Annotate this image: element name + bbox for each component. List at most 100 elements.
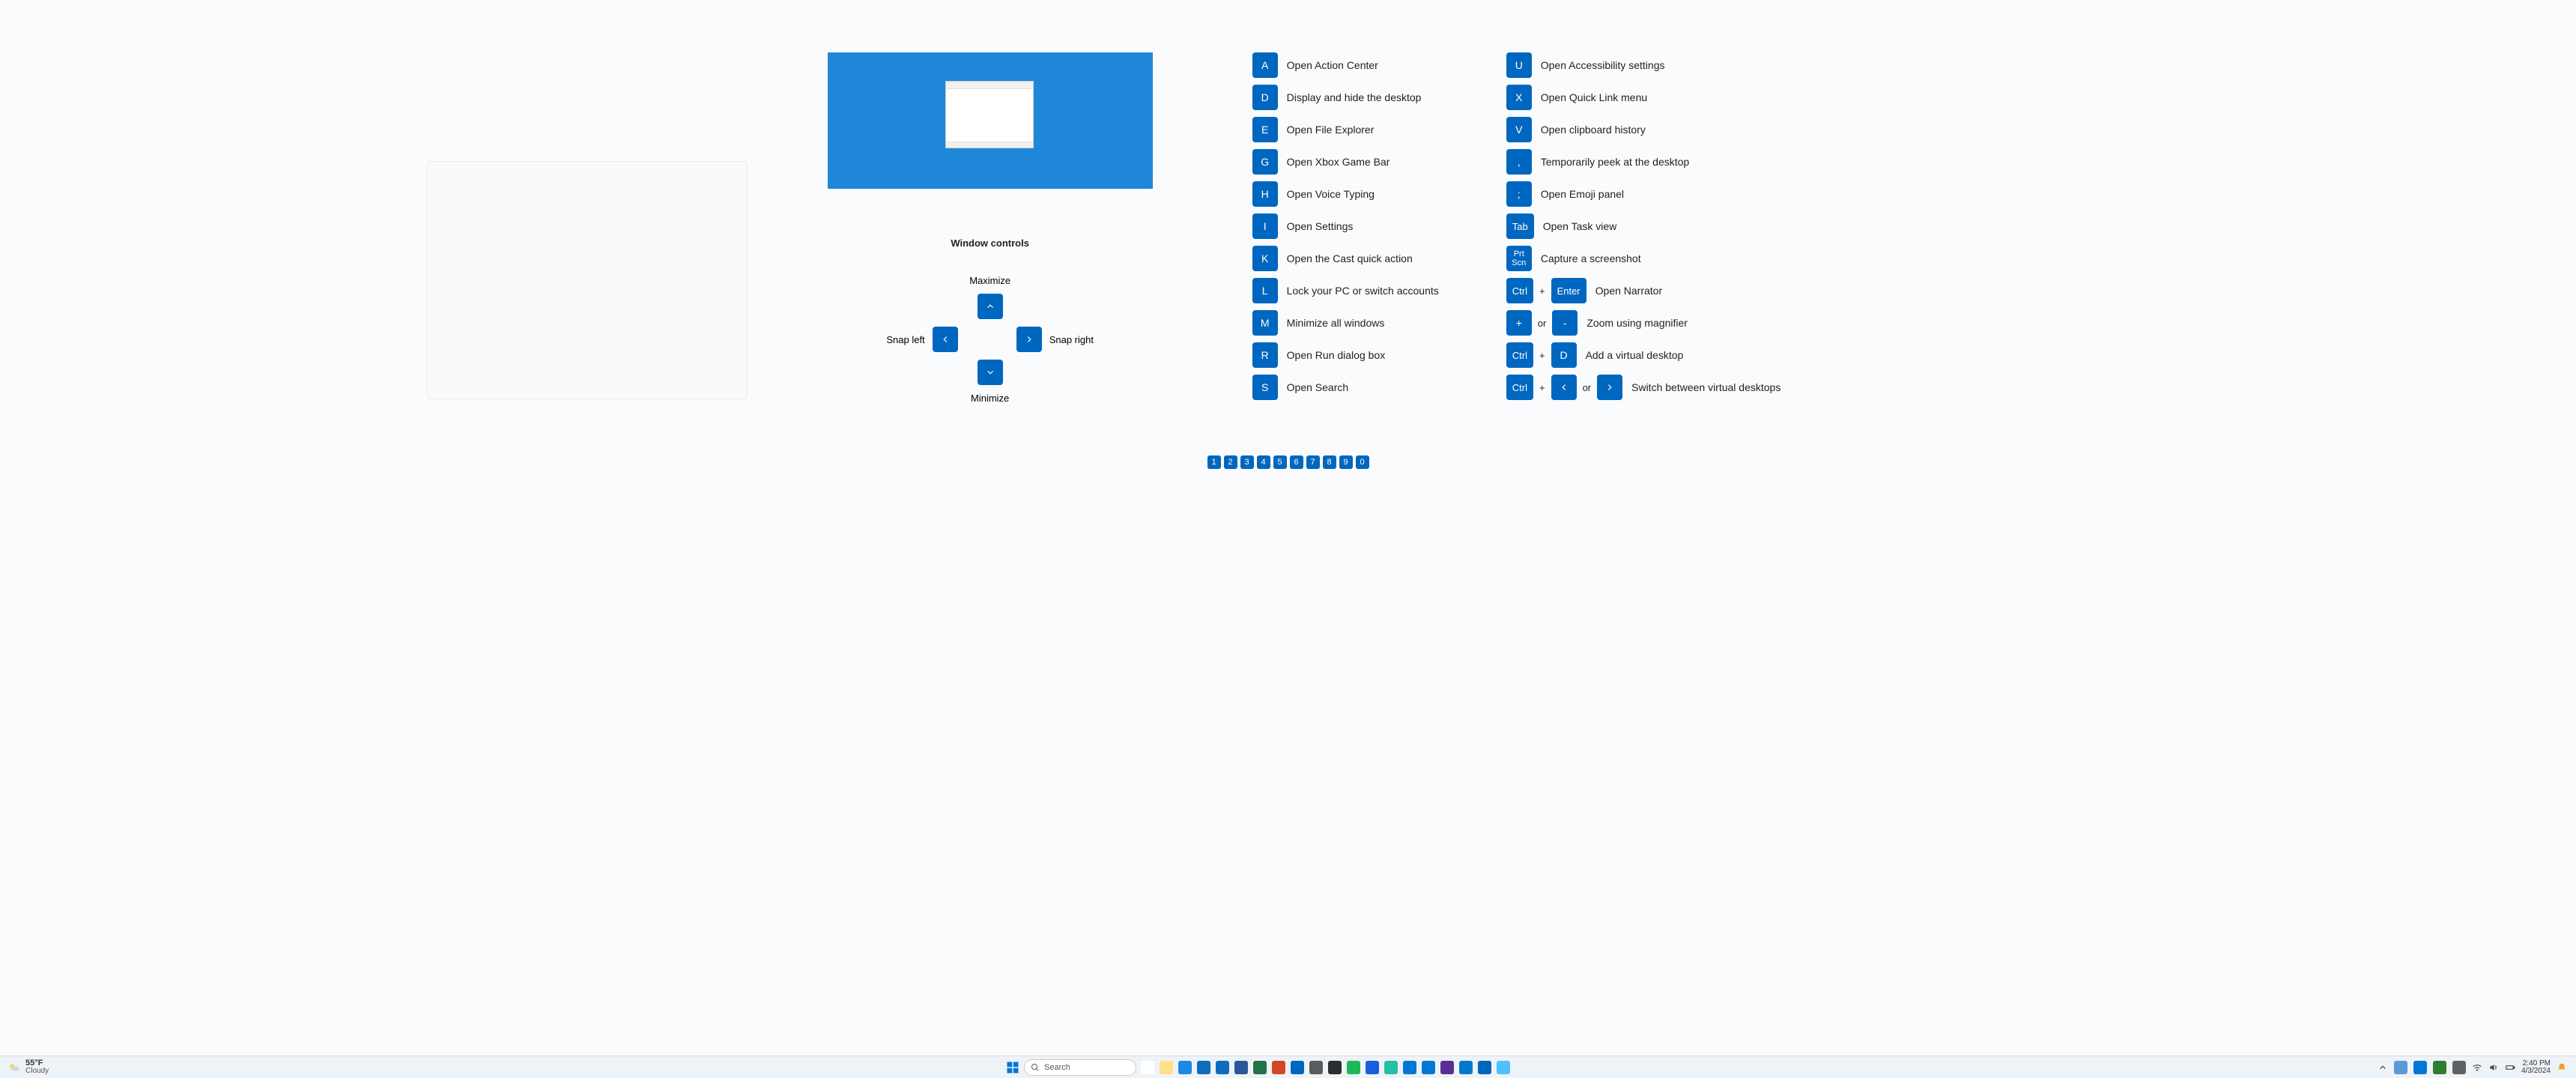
- shortcut-description: Open Action Center: [1287, 59, 1378, 71]
- file-explorer-icon: [1160, 1061, 1173, 1074]
- tray-icon[interactable]: [2394, 1061, 2407, 1074]
- powerpoint-icon: [1272, 1061, 1285, 1074]
- shortcut-description: Zoom using magnifier: [1586, 317, 1688, 329]
- shortcut-description: Open clipboard history: [1541, 124, 1646, 136]
- taskbar-center: Search: [180, 1059, 2336, 1076]
- search-placeholder: Search: [1044, 1063, 1070, 1072]
- shortcut-row: Ctrl+orSwitch between virtual desktops: [1506, 375, 1781, 400]
- key-separator: or: [1583, 382, 1592, 393]
- shortcut-keys: S: [1252, 375, 1278, 400]
- number-key: 0: [1356, 455, 1369, 469]
- desktop-illustration: [828, 52, 1153, 189]
- shortcut-keys: M: [1252, 310, 1278, 336]
- shortcut-row: V Open clipboard history: [1506, 117, 1781, 142]
- taskbar-weather[interactable]: 55°F Cloudy: [0, 1059, 180, 1075]
- taskbar-app-settings[interactable]: [1308, 1059, 1324, 1076]
- key-cap: ,: [1506, 149, 1532, 175]
- edge-icon: [1178, 1061, 1192, 1074]
- taskbar-app-spotify[interactable]: [1345, 1059, 1362, 1076]
- weather-cond: Cloudy: [25, 1068, 49, 1075]
- taskbar-app-vscode2[interactable]: [1458, 1059, 1474, 1076]
- taskbar: 55°F Cloudy Search 2: [0, 1056, 2576, 1078]
- taskbar-search[interactable]: Search: [1024, 1059, 1136, 1076]
- shortcut-row: XOpen Quick Link menu: [1506, 85, 1781, 110]
- shortcut-keys: Ctrl+Enter: [1506, 278, 1586, 303]
- number-keys-row: 1234567890: [1207, 455, 1369, 469]
- taskbar-clock[interactable]: 2:40 PM 4/3/2024: [2521, 1060, 2551, 1075]
- taskbar-app-bitwarden[interactable]: [1364, 1059, 1381, 1076]
- outlook-icon: [1197, 1061, 1210, 1074]
- wifi-icon[interactable]: [2472, 1062, 2482, 1073]
- key-cap: Ctrl: [1506, 278, 1533, 303]
- outlook-new-icon: [1216, 1061, 1229, 1074]
- volume-icon[interactable]: [2488, 1062, 2499, 1073]
- store-icon: [1291, 1061, 1304, 1074]
- taskbar-app-outlook[interactable]: [1195, 1059, 1212, 1076]
- ghost-window: [427, 161, 748, 399]
- taskbar-app-excel[interactable]: [1252, 1059, 1268, 1076]
- key-separator: +: [1539, 350, 1545, 361]
- taskbar-app-edge[interactable]: [1177, 1059, 1193, 1076]
- shortcut-keys: A: [1252, 52, 1278, 78]
- tray-icon[interactable]: [2413, 1061, 2427, 1074]
- taskbar-app-vscode[interactable]: [1401, 1059, 1418, 1076]
- number-key: 5: [1273, 455, 1287, 469]
- shortcut-description: Open Run dialog box: [1287, 349, 1386, 361]
- key-cap: V: [1506, 117, 1532, 142]
- taskbar-app-powertoys[interactable]: [1476, 1059, 1493, 1076]
- key-cap: L: [1252, 278, 1278, 303]
- taskbar-app-devhome[interactable]: [1495, 1059, 1512, 1076]
- chevron-up-icon[interactable]: [2378, 1062, 2388, 1073]
- taskbar-app-file-explorer[interactable]: [1158, 1059, 1175, 1076]
- shortcut-keys: G: [1252, 149, 1278, 175]
- weather-icon: [7, 1061, 21, 1074]
- key-cap: PrtScn: [1506, 246, 1532, 271]
- minimize-label: Minimize: [971, 393, 1009, 404]
- shortcut-keys: E: [1252, 117, 1278, 142]
- shortcut-description: Open Settings: [1287, 220, 1354, 232]
- window-illustration: [945, 81, 1034, 148]
- battery-icon[interactable]: [2505, 1062, 2515, 1073]
- key-cap: D: [1551, 342, 1577, 368]
- taskbar-app-store[interactable]: [1289, 1059, 1306, 1076]
- taskbar-app-word[interactable]: [1233, 1059, 1249, 1076]
- number-key: 2: [1224, 455, 1237, 469]
- shortcut-keys: PrtScn: [1506, 246, 1532, 271]
- taskbar-app-copilot[interactable]: [1139, 1059, 1156, 1076]
- shortcut-description: Temporarily peek at the desktop: [1541, 156, 1689, 168]
- key-cap: [1551, 375, 1577, 400]
- key-separator: +: [1539, 285, 1545, 297]
- powertoys-icon: [1478, 1061, 1491, 1074]
- taskbar-app-powerpoint[interactable]: [1270, 1059, 1287, 1076]
- clock-time: 2:40 PM: [2523, 1060, 2551, 1068]
- key-separator: or: [1538, 318, 1547, 329]
- tray-icon[interactable]: [2452, 1061, 2466, 1074]
- key-cap: G: [1252, 149, 1278, 175]
- key-cap: R: [1252, 342, 1278, 368]
- key-cap: +: [1506, 310, 1532, 336]
- taskbar-app-visual-studio[interactable]: [1439, 1059, 1455, 1076]
- arrow-up-key: [978, 294, 1003, 319]
- window-controls-title: Window controls: [951, 237, 1029, 249]
- shortcut-description: Open Quick Link menu: [1541, 91, 1647, 103]
- taskbar-app-outlook-new[interactable]: [1214, 1059, 1231, 1076]
- search-icon: [1031, 1063, 1040, 1072]
- number-key: 6: [1290, 455, 1303, 469]
- taskbar-tray: 2:40 PM 4/3/2024: [2336, 1060, 2576, 1075]
- shortcut-description: Minimize all windows: [1287, 317, 1385, 329]
- key-cap: -: [1552, 310, 1578, 336]
- start-button[interactable]: [1004, 1059, 1021, 1076]
- maximize-label: Maximize: [969, 275, 1010, 286]
- tray-icon[interactable]: [2433, 1061, 2446, 1074]
- taskbar-app-terminal[interactable]: [1327, 1059, 1343, 1076]
- clock-date: 4/3/2024: [2521, 1068, 2551, 1075]
- key-cap: K: [1252, 246, 1278, 271]
- shortcut-keys: L: [1252, 278, 1278, 303]
- azure-icon: [1422, 1061, 1435, 1074]
- shortcut-keys: D: [1252, 85, 1278, 110]
- notifications-icon[interactable]: [2557, 1062, 2567, 1073]
- settings-icon: [1309, 1061, 1323, 1074]
- taskbar-app-azure[interactable]: [1420, 1059, 1437, 1076]
- shortcut-keys: V: [1506, 117, 1532, 142]
- taskbar-app-vscode-insiders[interactable]: [1383, 1059, 1399, 1076]
